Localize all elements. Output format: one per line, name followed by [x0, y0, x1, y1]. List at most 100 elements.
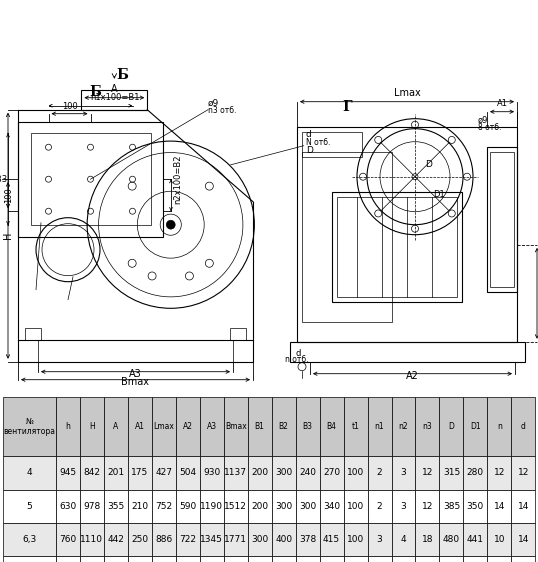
- Text: 752: 752: [155, 502, 172, 511]
- Bar: [344, 456, 367, 490]
- Text: 400: 400: [275, 535, 292, 544]
- Bar: [3, 556, 56, 562]
- Text: 760: 760: [59, 535, 76, 544]
- Text: ø9: ø9: [208, 99, 220, 108]
- Text: 480: 480: [443, 535, 460, 544]
- Text: 18: 18: [422, 535, 433, 544]
- Bar: [302, 152, 392, 321]
- Text: 930: 930: [203, 469, 221, 478]
- Bar: [392, 523, 415, 556]
- Text: H: H: [3, 232, 13, 239]
- Bar: [511, 523, 535, 556]
- Bar: [272, 456, 295, 490]
- Bar: [440, 397, 463, 456]
- Text: 1110: 1110: [80, 535, 103, 544]
- Bar: [18, 122, 163, 237]
- Bar: [224, 456, 247, 490]
- Text: t1: t1: [352, 422, 359, 431]
- Text: n1х100=B1: n1х100=B1: [90, 93, 139, 102]
- Bar: [344, 523, 367, 556]
- Text: n: n: [497, 422, 502, 431]
- Text: 270: 270: [323, 469, 340, 478]
- Text: 14: 14: [518, 535, 529, 544]
- Text: 12: 12: [518, 469, 529, 478]
- Bar: [290, 342, 525, 362]
- Bar: [104, 456, 128, 490]
- Text: B3: B3: [302, 422, 313, 431]
- Bar: [230, 328, 246, 339]
- Bar: [415, 556, 440, 562]
- Text: D: D: [425, 160, 432, 169]
- Bar: [224, 490, 247, 523]
- Bar: [295, 490, 320, 523]
- Text: №
вентилятора: № вентилятора: [3, 417, 55, 436]
- Bar: [200, 456, 224, 490]
- Bar: [440, 556, 463, 562]
- Bar: [487, 490, 511, 523]
- Text: 100: 100: [347, 469, 364, 478]
- Text: □B3: □B3: [0, 175, 8, 184]
- Bar: [295, 523, 320, 556]
- Bar: [440, 490, 463, 523]
- Bar: [295, 397, 320, 456]
- Bar: [31, 133, 151, 225]
- Bar: [487, 523, 511, 556]
- Bar: [80, 523, 104, 556]
- Text: n2: n2: [399, 422, 408, 431]
- Bar: [152, 556, 176, 562]
- Bar: [463, 556, 487, 562]
- Bar: [320, 556, 344, 562]
- Text: 12: 12: [422, 502, 433, 511]
- Bar: [128, 397, 152, 456]
- Bar: [80, 490, 104, 523]
- Bar: [152, 490, 176, 523]
- Text: A3: A3: [207, 422, 217, 431]
- Bar: [511, 397, 535, 456]
- Text: Б: Б: [89, 85, 102, 99]
- Text: d: d: [295, 349, 300, 358]
- Text: 300: 300: [299, 502, 316, 511]
- Bar: [337, 197, 457, 297]
- Bar: [128, 456, 152, 490]
- Text: 250: 250: [131, 535, 148, 544]
- Bar: [487, 556, 511, 562]
- Bar: [415, 397, 440, 456]
- Text: 300: 300: [275, 469, 292, 478]
- Text: 100: 100: [4, 187, 13, 203]
- Bar: [463, 397, 487, 456]
- Text: 300: 300: [251, 535, 268, 544]
- Bar: [490, 152, 514, 287]
- Bar: [392, 456, 415, 490]
- Text: 4: 4: [401, 535, 406, 544]
- Bar: [511, 456, 535, 490]
- Text: n3 отб.: n3 отб.: [208, 106, 236, 115]
- Text: 355: 355: [107, 502, 124, 511]
- Bar: [247, 456, 272, 490]
- Bar: [56, 556, 80, 562]
- Bar: [367, 397, 392, 456]
- Bar: [344, 397, 367, 456]
- Bar: [56, 523, 80, 556]
- Text: A2: A2: [406, 371, 419, 380]
- Bar: [344, 490, 367, 523]
- Bar: [200, 523, 224, 556]
- Bar: [56, 397, 80, 456]
- Text: 5: 5: [26, 502, 32, 511]
- Text: 945: 945: [59, 469, 76, 478]
- Bar: [176, 556, 200, 562]
- Bar: [367, 456, 392, 490]
- Text: A1: A1: [135, 422, 145, 431]
- Text: 175: 175: [131, 469, 148, 478]
- Bar: [295, 556, 320, 562]
- Bar: [367, 556, 392, 562]
- Bar: [392, 556, 415, 562]
- Bar: [128, 490, 152, 523]
- Text: 6,3: 6,3: [22, 535, 37, 544]
- Bar: [176, 490, 200, 523]
- Bar: [128, 556, 152, 562]
- Text: Б: Б: [116, 67, 128, 81]
- Bar: [487, 147, 517, 292]
- Bar: [152, 523, 176, 556]
- Bar: [247, 397, 272, 456]
- Text: 1771: 1771: [224, 535, 247, 544]
